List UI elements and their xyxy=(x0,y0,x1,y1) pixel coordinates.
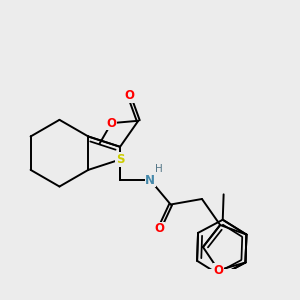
Text: O: O xyxy=(214,264,224,277)
Text: N: N xyxy=(145,174,155,187)
Text: O: O xyxy=(154,223,164,236)
Text: O: O xyxy=(124,89,134,102)
Text: O: O xyxy=(106,117,116,130)
Text: H: H xyxy=(155,164,163,174)
Text: S: S xyxy=(116,153,124,166)
